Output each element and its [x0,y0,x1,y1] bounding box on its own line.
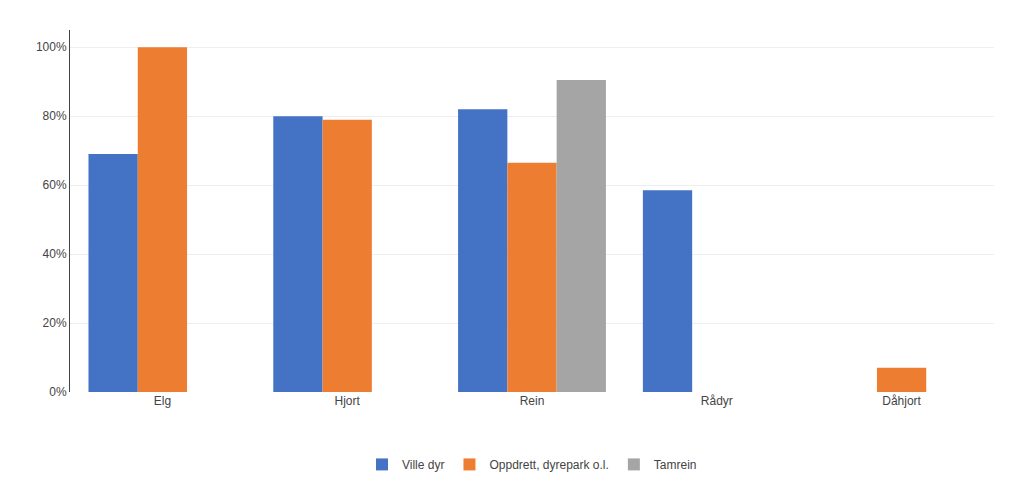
svg-text:40%: 40% [43,247,67,261]
svg-text:Tamrein: Tamrein [654,458,697,472]
svg-text:0%: 0% [49,385,67,399]
svg-text:Dåhjort: Dåhjort [882,394,921,408]
svg-text:Ville dyr: Ville dyr [402,458,444,472]
svg-text:Rådyr: Rådyr [701,394,733,408]
svg-text:60%: 60% [43,178,67,192]
svg-text:Oppdrett, dyrepark o.l.: Oppdrett, dyrepark o.l. [489,458,608,472]
svg-text:20%: 20% [43,316,67,330]
svg-text:Elg: Elg [154,394,171,408]
svg-text:Rein: Rein [520,394,545,408]
svg-text:Hjort: Hjort [335,394,361,408]
svg-text:100%: 100% [36,40,67,54]
svg-text:80%: 80% [43,109,67,123]
